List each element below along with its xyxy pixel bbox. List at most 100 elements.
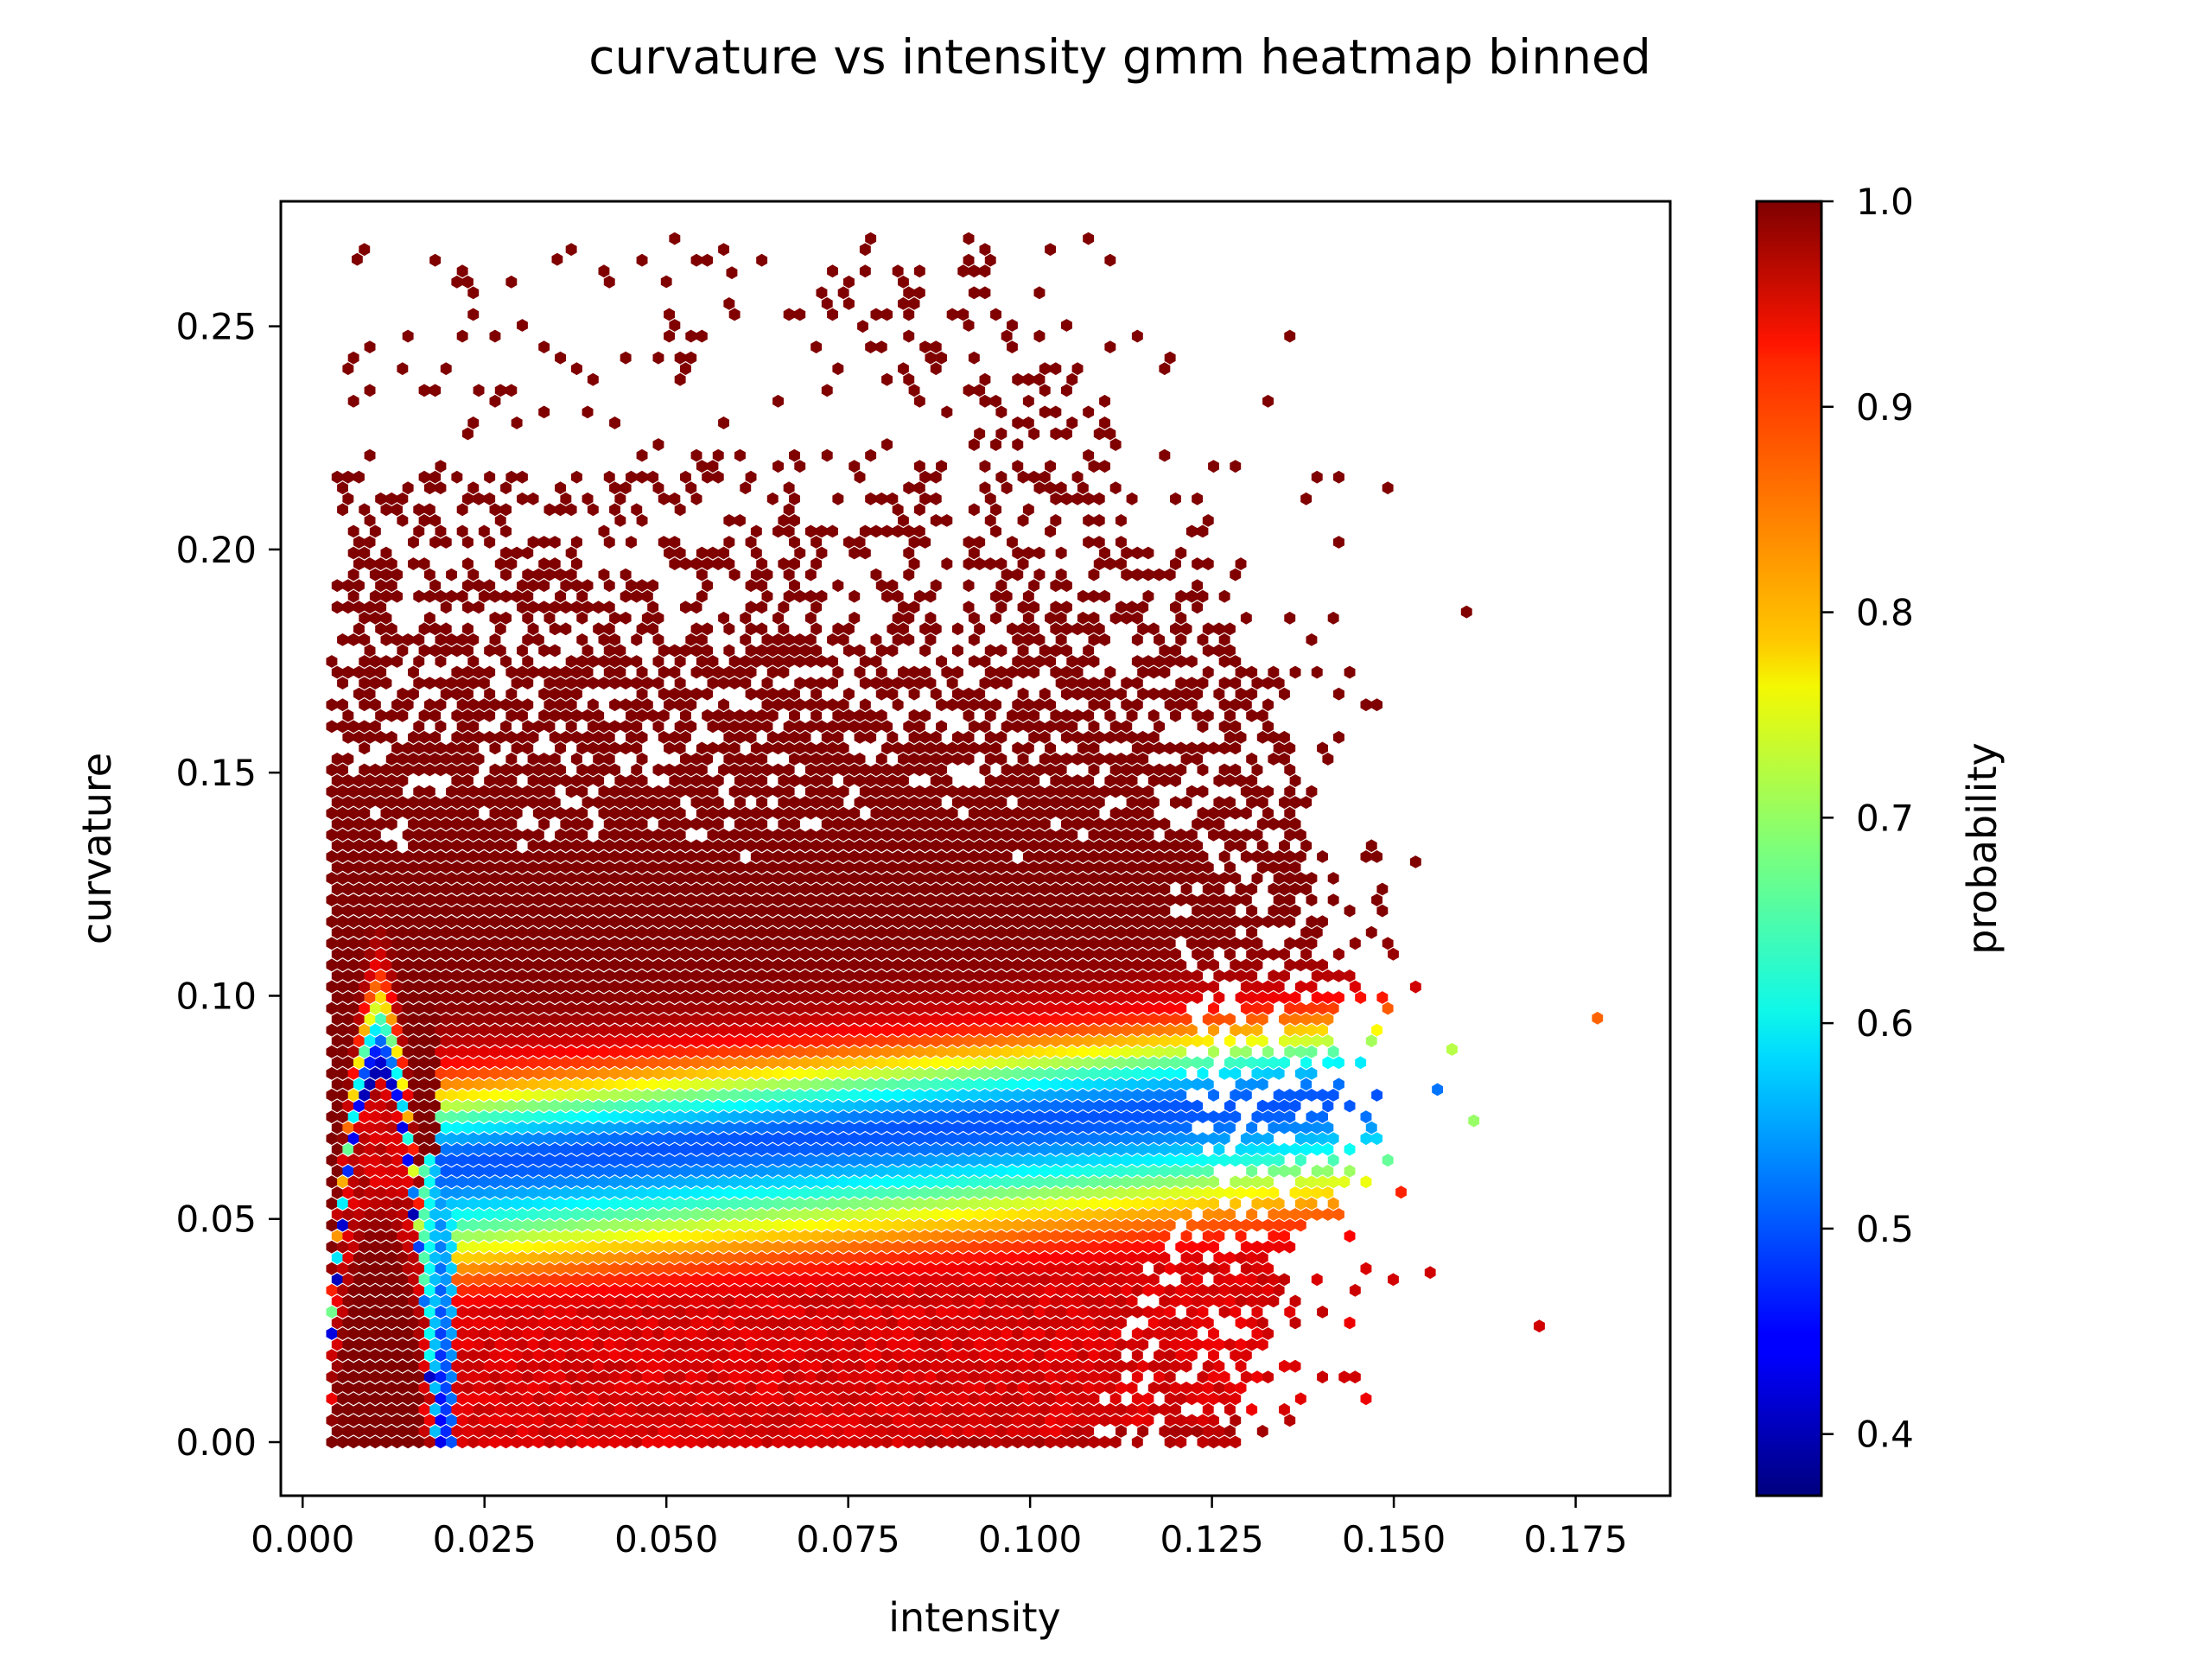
hexbin-cell [843, 1121, 855, 1135]
hexbin-cell [631, 872, 643, 885]
hexbin-cell [690, 1056, 702, 1070]
hexbin-cell [571, 839, 582, 853]
hexbin-cell [402, 937, 414, 950]
hexbin-cell [849, 1218, 861, 1232]
hexbin-cell [712, 1294, 724, 1308]
hexbin-cell [778, 1056, 790, 1070]
hexbin-cell [1137, 1142, 1149, 1156]
hexbin-cell [347, 828, 359, 842]
hexbin-cell [761, 1306, 773, 1319]
hexbin-cell [658, 1251, 670, 1265]
hexbin-cell [555, 1001, 566, 1015]
hexbin-cell [941, 1186, 953, 1199]
hexbin-cell [849, 872, 861, 885]
hexbin-cell [865, 1099, 877, 1113]
hexbin-cell [685, 1066, 697, 1080]
hexbin-cell [423, 1023, 435, 1037]
hexbin-cell [690, 1186, 702, 1199]
hexbin-cell [658, 1425, 670, 1438]
hexbin-cell [467, 1154, 480, 1167]
hexbin-cell [478, 893, 490, 906]
hexbin-cell [794, 1435, 806, 1449]
hexbin-cell [1197, 1392, 1209, 1406]
hexbin-cell [1104, 1359, 1116, 1373]
hexbin-cell [331, 1099, 343, 1113]
hexbin-cell [603, 1381, 615, 1395]
hexbin-cell [783, 1218, 795, 1232]
hexbin-cell [641, 1110, 653, 1123]
hexbin-cell [1251, 937, 1263, 950]
hexbin-cell [941, 925, 953, 939]
hexbin-cell [1147, 1230, 1160, 1243]
hexbin-cell [745, 1338, 757, 1351]
hexbin-cell [766, 1359, 779, 1373]
hexbin-cell [1306, 1197, 1318, 1211]
hexbin-cell [1007, 1142, 1018, 1156]
hexbin-cell [1224, 947, 1236, 961]
hexbin-cell [647, 1425, 659, 1438]
hexbin-cell [413, 1435, 425, 1449]
hexbin-cell [1033, 1110, 1046, 1123]
hexbin-cell [963, 1294, 975, 1308]
hexbin-cell [1327, 1154, 1339, 1167]
hexbin-cell [1055, 1349, 1067, 1362]
hexbin-cell [881, 1066, 893, 1080]
hexbin-cell [1033, 850, 1046, 863]
hexbin-cell [1116, 882, 1127, 896]
hexbin-cell [1116, 1099, 1127, 1113]
hexbin-cell [413, 1045, 425, 1058]
hexbin-cell [326, 980, 338, 994]
hexbin-cell [598, 1306, 610, 1319]
hexbin-cell [385, 1230, 397, 1243]
hexbin-cell [772, 1262, 784, 1275]
hexbin-cell [1045, 1392, 1056, 1406]
hexbin-cell [1192, 1142, 1204, 1156]
hexbin-cell [1083, 1359, 1095, 1373]
hexbin-cell [903, 1306, 915, 1319]
hexbin-cell [750, 1175, 762, 1189]
hexbin-cell [1180, 1208, 1192, 1221]
hexbin-cell [794, 1392, 806, 1406]
hexbin-cell [963, 1316, 975, 1330]
hexbin-cell [984, 1381, 996, 1395]
hexbin-cell [1001, 1392, 1013, 1406]
hexbin-cell [870, 1218, 882, 1232]
hexbin-cell [331, 1121, 343, 1135]
hexbin-cell [728, 1306, 741, 1319]
hexbin-cell [766, 1402, 779, 1416]
hexbin-cell [756, 882, 768, 896]
hexbin-cell [766, 1316, 779, 1330]
hexbin-cell [913, 1414, 925, 1427]
hexbin-cell [517, 925, 528, 939]
hexbin-cell [995, 1316, 1007, 1330]
hexbin-cell [712, 1142, 724, 1156]
hexbin-cell [750, 1066, 762, 1080]
hexbin-cell [359, 1240, 371, 1254]
hexbin-cell [1077, 1283, 1089, 1297]
hexbin-cell [690, 1077, 702, 1091]
hexbin-cell [467, 1349, 480, 1362]
hexbin-cell [1230, 828, 1242, 842]
hexbin-cell [968, 1045, 980, 1058]
hexbin-cell [990, 893, 1001, 906]
hexbin-cell [413, 1197, 425, 1211]
hexbin-cell [761, 828, 773, 842]
hexbin-cell [1012, 1197, 1024, 1211]
hexbin-cell [440, 1208, 452, 1221]
hexbin-cell [974, 1338, 986, 1351]
hexbin-cell [1240, 1154, 1252, 1167]
hexbin-cell [1028, 1273, 1040, 1287]
hexbin-cell [429, 1230, 442, 1243]
hexbin-cell [1088, 1023, 1100, 1037]
hexbin-cell [875, 1121, 887, 1135]
hexbin-cell [1022, 1306, 1034, 1319]
hexbin-cell [680, 1273, 691, 1287]
hexbin-cell [974, 1316, 986, 1330]
hexbin-cell [511, 1327, 523, 1340]
hexbin-cell [1071, 1425, 1084, 1438]
hexbin-cell [380, 1370, 392, 1384]
hexbin-cell [892, 1435, 904, 1449]
hexbin-cell [674, 1023, 686, 1037]
hexbin-cell [925, 1306, 937, 1319]
hexbin-cell [794, 1306, 806, 1319]
